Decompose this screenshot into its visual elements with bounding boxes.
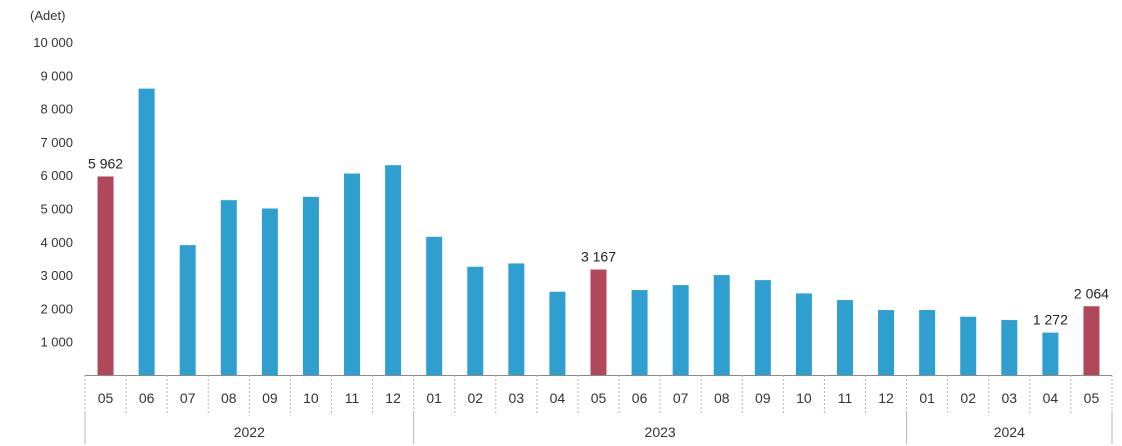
bar: [549, 291, 566, 375]
x-tick-label: 04: [550, 390, 566, 406]
y-axis-ticks: 1 000 2 000 3 000 4 000 5 000 6 000 7 000 8 000…: [33, 35, 73, 350]
bar: [179, 245, 196, 375]
bar: [344, 173, 361, 375]
y-tick-label: 5 000: [40, 202, 73, 217]
bar: [467, 266, 484, 375]
x-tick-label: 11: [345, 390, 360, 406]
x-tick-label: 11: [838, 390, 853, 406]
year-label: 2024: [994, 424, 1025, 440]
x-tick-label: 02: [960, 390, 976, 406]
x-tick-label: 01: [426, 390, 442, 406]
y-tick-label: 2 000: [40, 301, 73, 316]
x-tick-label: 12: [878, 390, 894, 406]
data-label: 1 272: [1033, 312, 1068, 328]
bar-highlighted: [1083, 306, 1100, 375]
x-tick-label: 08: [221, 390, 237, 406]
y-tick-label: 9 000: [40, 68, 73, 83]
data-label: 3 167: [581, 249, 616, 265]
bar: [754, 280, 771, 375]
bar: [1042, 332, 1059, 375]
bar-highlighted: [590, 269, 607, 375]
x-tick-label: 12: [385, 390, 401, 406]
y-tick-label: 7 000: [40, 135, 73, 150]
x-tick-label: 02: [467, 390, 483, 406]
bar: [508, 263, 525, 375]
x-tick-label: 05: [1084, 390, 1100, 406]
bar: [426, 236, 443, 375]
bar: [919, 310, 936, 375]
year-groups: 2022 2023 2024: [84, 413, 1113, 444]
bar: [1001, 320, 1018, 375]
y-tick-label: 1 000: [40, 335, 73, 350]
year-label: 2023: [645, 424, 676, 440]
bar: [261, 208, 278, 375]
bar: [836, 300, 853, 375]
y-axis-unit-label: (Adet): [30, 8, 65, 23]
x-tick-label: 07: [180, 390, 196, 406]
x-tick-label: 06: [139, 390, 155, 406]
x-tick-label: 03: [1002, 390, 1018, 406]
bar: [385, 165, 402, 375]
bar: [631, 290, 648, 375]
y-tick-label: 8 000: [40, 102, 73, 117]
bar: [795, 293, 812, 375]
bar: [672, 285, 689, 375]
x-tick-label: 04: [1043, 390, 1059, 406]
bars: [97, 88, 1100, 376]
bar: [960, 316, 977, 375]
bar: [220, 200, 237, 375]
x-tick-label: 10: [303, 390, 319, 406]
y-tick-label: 3 000: [40, 268, 73, 283]
bar-highlighted: [97, 176, 114, 375]
data-labels: 5 962 3 167 1 272 2 064: [88, 155, 1109, 327]
y-tick-label: 10 000: [33, 35, 73, 50]
x-tick-label: 08: [714, 390, 730, 406]
x-tick-label: 09: [262, 390, 278, 406]
data-label: 5 962: [88, 155, 123, 171]
x-tick-label: 01: [919, 390, 935, 406]
bar: [302, 196, 319, 375]
x-tick-label: 03: [509, 390, 525, 406]
bar: [138, 88, 155, 376]
bar: [713, 275, 730, 375]
bar: [878, 310, 895, 375]
y-tick-label: 4 000: [40, 235, 73, 250]
x-tick-label: 10: [796, 390, 812, 406]
x-tick-label: 07: [673, 390, 689, 406]
x-tick-label: 06: [632, 390, 648, 406]
x-axis: 05 06 07 08 09 10 11 12 01 02 03 04 05 06 07 08 09 10 11 12…: [84, 375, 1113, 413]
x-tick-label: 05: [591, 390, 607, 406]
data-label: 2 064: [1074, 285, 1109, 301]
x-tick-label: 09: [755, 390, 771, 406]
year-label: 2022: [234, 424, 265, 440]
y-tick-label: 6 000: [40, 168, 73, 183]
x-tick-label: 05: [98, 390, 114, 406]
